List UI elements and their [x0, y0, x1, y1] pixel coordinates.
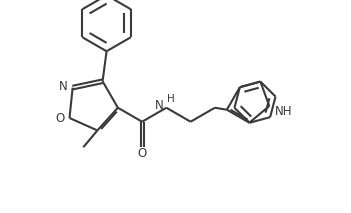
Text: O: O	[56, 111, 65, 125]
Text: H: H	[167, 94, 175, 104]
Text: N: N	[59, 80, 68, 93]
Text: N: N	[154, 99, 163, 112]
Text: O: O	[138, 147, 147, 160]
Text: NH: NH	[275, 105, 293, 118]
